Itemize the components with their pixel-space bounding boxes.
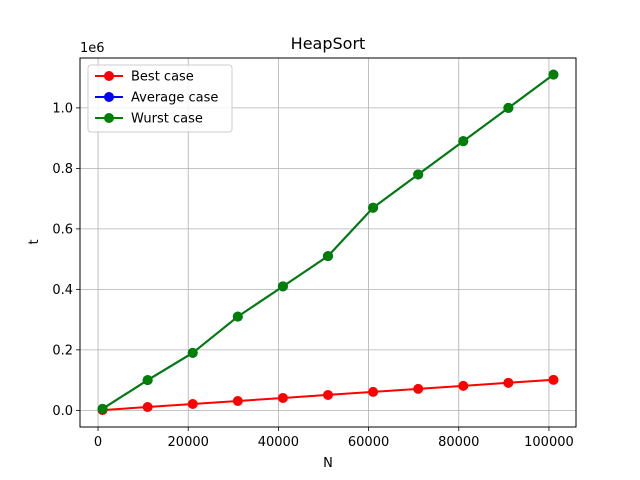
legend-box bbox=[87, 64, 233, 133]
data-point bbox=[458, 136, 469, 147]
legend-marker bbox=[104, 71, 114, 81]
data-point bbox=[413, 169, 424, 180]
data-point bbox=[277, 281, 288, 292]
y-tick-label: 1.0 bbox=[52, 101, 73, 116]
axis-ticks: 0 20000 40000 60000 80000 100000 0.0 0.2 0.4 0.6 0… bbox=[52, 101, 573, 450]
plot-frame bbox=[79, 57, 577, 428]
data-point bbox=[232, 311, 243, 322]
y-offset-label: 1e6 bbox=[80, 41, 105, 56]
data-point bbox=[277, 392, 288, 403]
y-tick-label: 0.0 bbox=[52, 404, 73, 419]
legend-label: Average case bbox=[131, 91, 218, 106]
data-point bbox=[323, 251, 333, 262]
x-axis-label: N bbox=[323, 456, 333, 471]
legend-marker bbox=[104, 92, 114, 102]
grid bbox=[80, 58, 576, 427]
data-point bbox=[323, 389, 333, 400]
data-point bbox=[413, 383, 424, 394]
x-tick-label: 100000 bbox=[524, 435, 574, 450]
data-point bbox=[503, 377, 514, 388]
y-tick-label: 0.8 bbox=[52, 162, 73, 177]
data-point bbox=[368, 202, 379, 213]
data-point bbox=[142, 375, 153, 386]
data-point bbox=[232, 395, 243, 406]
data-point bbox=[187, 399, 198, 410]
y-tick-label: 0.4 bbox=[52, 283, 73, 298]
y-tick-label: 0.2 bbox=[52, 343, 73, 358]
data-point bbox=[368, 386, 379, 397]
legend-label: Best case bbox=[131, 70, 194, 85]
chart-title: HeapSort bbox=[291, 34, 366, 53]
series-wurst-case bbox=[97, 69, 559, 414]
y-axis-label: t bbox=[27, 239, 42, 244]
x-tick-label: 60000 bbox=[348, 435, 389, 450]
x-tick-label: 0 bbox=[94, 435, 102, 450]
data-point bbox=[548, 69, 559, 80]
legend-marker bbox=[104, 113, 114, 123]
data-point bbox=[187, 347, 198, 358]
x-tick-label: 40000 bbox=[258, 435, 299, 450]
data-point bbox=[548, 374, 559, 385]
series-layer bbox=[97, 69, 559, 416]
x-tick-label: 80000 bbox=[438, 435, 479, 450]
data-point bbox=[503, 102, 514, 113]
data-point bbox=[458, 380, 469, 391]
y-tick-label: 0.6 bbox=[52, 222, 73, 237]
data-point bbox=[97, 403, 108, 414]
legend: Best case Average case Wurst case bbox=[87, 64, 233, 133]
data-point bbox=[142, 402, 153, 413]
legend-label: Wurst case bbox=[131, 112, 203, 127]
x-tick-label: 20000 bbox=[168, 435, 209, 450]
